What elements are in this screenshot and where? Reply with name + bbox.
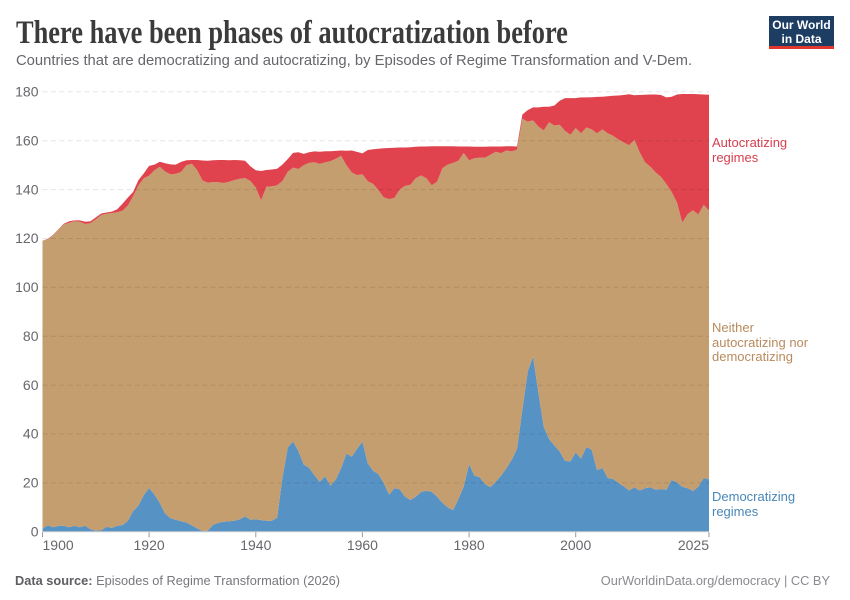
svg-text:40: 40	[23, 426, 39, 442]
svg-text:140: 140	[15, 181, 39, 197]
svg-text:1920: 1920	[134, 537, 165, 553]
svg-text:1940: 1940	[240, 537, 271, 553]
svg-text:120: 120	[15, 230, 39, 246]
svg-text:2025: 2025	[678, 537, 709, 553]
svg-text:60: 60	[23, 377, 39, 393]
svg-text:80: 80	[23, 328, 39, 344]
svg-text:1980: 1980	[454, 537, 485, 553]
svg-text:2000: 2000	[560, 537, 591, 553]
svg-text:1900: 1900	[43, 537, 74, 553]
svg-text:180: 180	[15, 84, 39, 100]
svg-text:1960: 1960	[347, 537, 378, 553]
svg-text:100: 100	[15, 279, 39, 295]
svg-text:20: 20	[23, 475, 39, 491]
svg-text:160: 160	[15, 132, 39, 148]
svg-text:0: 0	[31, 524, 39, 540]
